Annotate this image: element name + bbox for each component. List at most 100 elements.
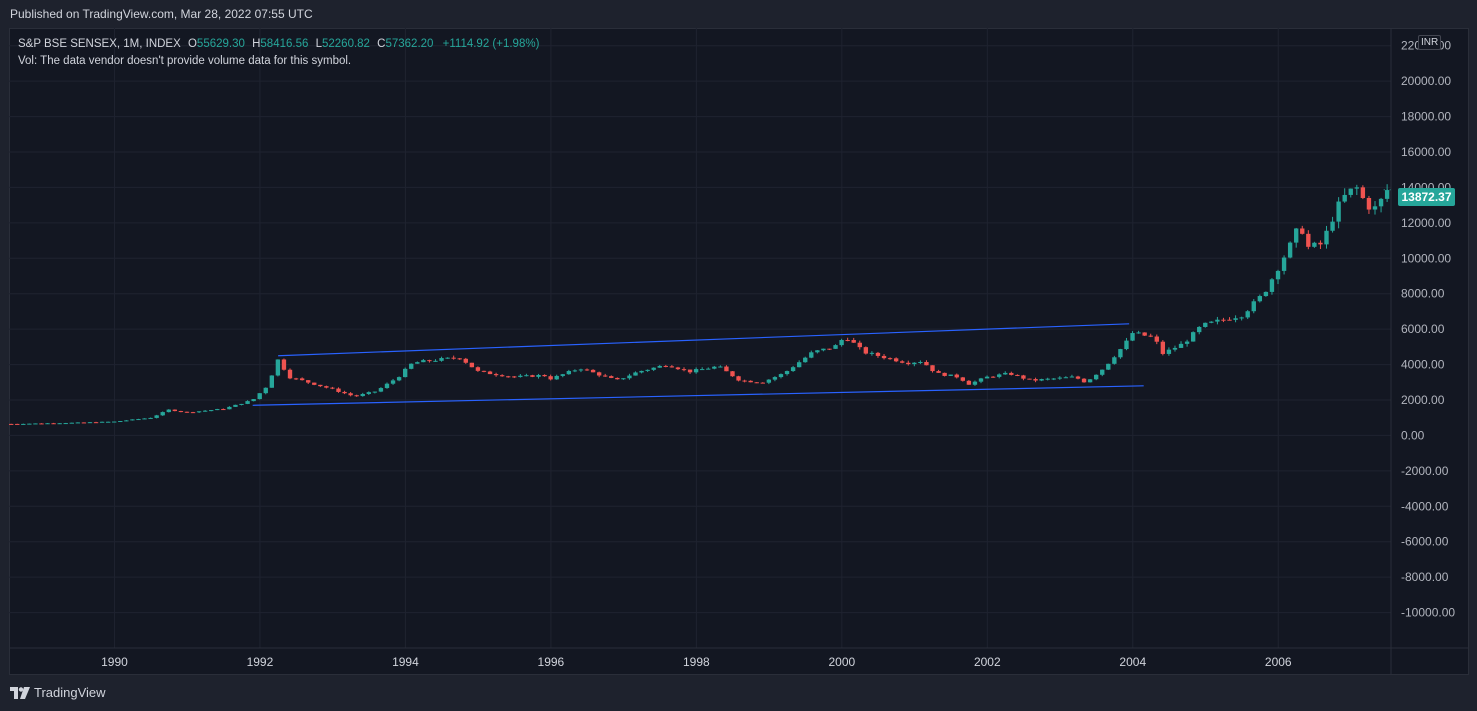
candle-body [984,376,990,379]
candle [124,420,129,422]
candle [330,386,335,390]
candle-body [318,384,323,387]
tradingview-logo-icon[interactable] [10,687,30,699]
candle-body [906,362,911,365]
candle [815,350,820,354]
candle [1148,333,1153,338]
candle [1087,378,1093,383]
candle [1263,291,1269,297]
candle [1124,337,1129,351]
candle-body [81,422,87,424]
candle-body [942,372,947,376]
x-tick-label: 1998 [683,655,710,669]
candle [9,423,14,425]
candle [742,379,747,383]
y-tick-label: 8000.00 [1401,287,1445,301]
candle-body [603,375,608,377]
candle [1027,378,1032,380]
candle-body [778,374,784,378]
candle-body [130,419,135,421]
candle-body [45,423,50,425]
candle [997,373,1002,379]
footer: TradingView [10,682,106,704]
candle-body [1233,318,1238,320]
candle-body [609,376,614,378]
candle-body [27,423,32,425]
candle [851,337,856,343]
candle [936,369,941,373]
low-label: L [315,38,322,50]
candle [81,422,87,424]
candle-body [1021,375,1026,379]
candle [1366,195,1372,214]
candle-body [239,403,244,405]
candle-body [124,420,129,422]
candle [1093,374,1099,381]
candle-body [499,375,505,377]
brand-name[interactable]: TradingView [34,685,106,700]
candle-body [384,383,390,389]
candle-body [1112,357,1117,364]
candle [1051,378,1056,381]
candle [215,408,220,411]
candle-body [1124,340,1129,350]
candle [1354,184,1359,195]
candle [306,380,311,385]
volume-row: Vol: The data vendor doesn't provide vol… [18,55,352,67]
ohlc-row: S&P BSE SENSEX, 1M, INDEX O55629.30 H584… [18,36,539,53]
candle [1360,185,1366,200]
chart-pane[interactable] [9,28,1469,675]
candle-body [524,375,529,377]
candle [906,360,911,366]
candle [548,374,553,381]
candle-body [1239,317,1244,319]
symbol-name[interactable]: S&P BSE SENSEX, 1M, INDEX [18,38,181,50]
candle [603,373,608,377]
candle [396,376,402,382]
candle-body [760,382,765,384]
candle-body [1306,233,1311,247]
candle-body [1227,319,1232,321]
candle-body [299,378,305,381]
candle-body [1324,230,1329,245]
candle-body [845,340,850,342]
candle-body [918,361,923,363]
candle-body [1287,242,1293,258]
candle [1184,339,1190,347]
publish-header: Published on TradingView.com, Mar 28, 20… [0,0,1477,28]
candle [1069,374,1075,378]
candle-body [142,418,147,420]
candle-body [700,369,705,371]
candle-body [572,370,578,372]
candle [51,422,56,425]
candle [324,385,329,389]
candle-body [1039,379,1044,381]
candle [281,358,287,371]
candle [136,418,141,421]
candle-body [1069,376,1075,378]
candle-body [336,388,341,392]
candle [493,372,499,377]
candle-body [954,374,959,378]
candle-body [706,368,711,370]
candlestick-chart[interactable]: 22000.0020000.0018000.0016000.0014000.00… [9,28,1469,675]
candle [1136,330,1141,334]
open-value: 55629.30 [196,38,245,50]
y-tick-label: 12000.00 [1401,216,1451,230]
candle-body [1087,379,1093,383]
candle-body [887,358,893,360]
y-tick-label: 10000.00 [1401,251,1451,265]
candle-body [1257,296,1263,302]
candle [1063,376,1069,379]
candle [706,367,711,370]
candle-body [475,367,481,371]
candle-body [590,369,596,373]
candle-body [75,422,81,424]
candle [239,403,244,406]
candle [15,423,20,425]
candle [966,380,972,385]
currency-badge[interactable]: INR [1418,35,1442,50]
candle [251,399,256,402]
candle-body [803,357,808,363]
candle [348,392,353,397]
